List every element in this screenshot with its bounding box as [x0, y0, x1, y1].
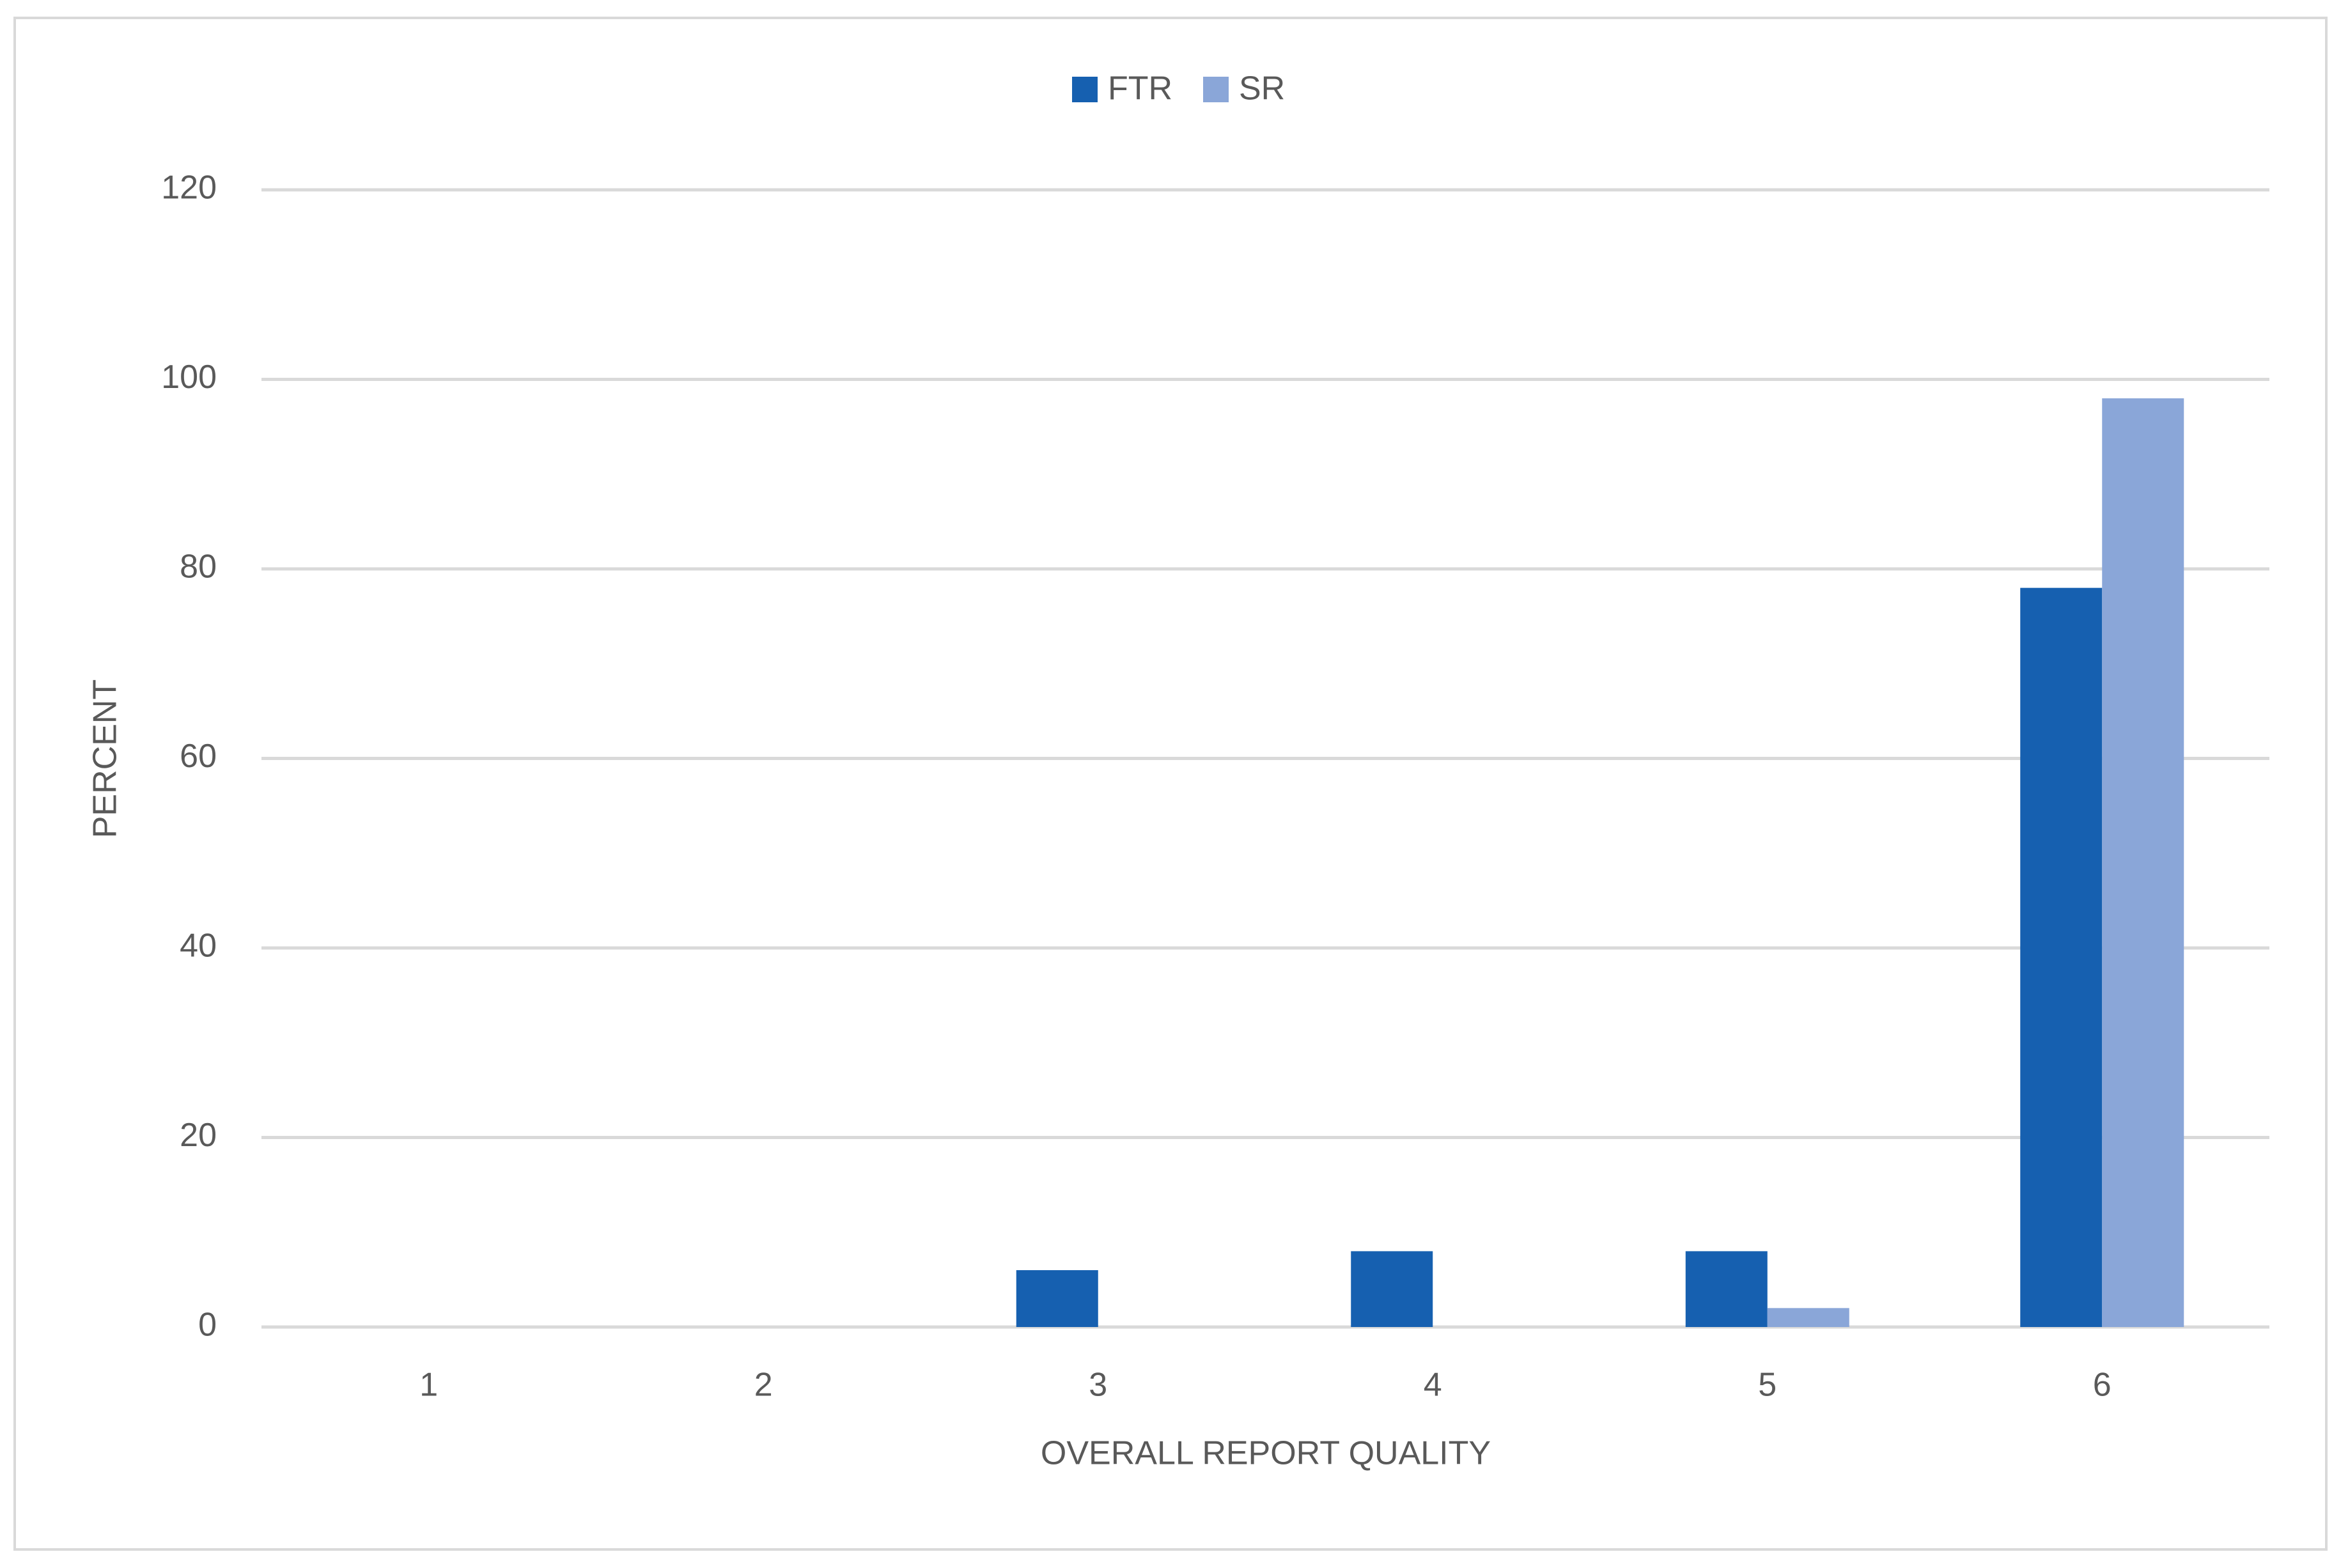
y-tick-label: 40: [180, 928, 217, 965]
y-tick-label: 120: [161, 169, 217, 206]
y-tick-label: 0: [198, 1307, 217, 1344]
x-axis-title: OVERALL REPORT QUALITY: [1041, 1435, 1491, 1472]
bar: [1767, 1308, 1849, 1327]
y-tick-label: 80: [180, 548, 217, 586]
x-tick-label: 6: [2093, 1367, 2112, 1404]
x-tick-label: 2: [754, 1367, 773, 1404]
x-tick-label: 1: [419, 1367, 438, 1404]
bar: [2102, 398, 2184, 1327]
bar: [1685, 1251, 1768, 1327]
bar: [2020, 587, 2103, 1327]
x-tick-label: 3: [1089, 1367, 1107, 1404]
chart-frame: [13, 17, 2328, 1551]
y-tick-label: 60: [180, 738, 217, 775]
legend-swatch: [1203, 77, 1229, 102]
y-tick-label: 100: [161, 359, 217, 396]
legend-label: FTR: [1108, 70, 1172, 107]
y-tick-label: 20: [180, 1117, 217, 1154]
legend-swatch: [1072, 77, 1098, 102]
bar: [1351, 1251, 1433, 1327]
legend-label: SR: [1239, 70, 1285, 107]
x-tick-label: 5: [1758, 1367, 1777, 1404]
bar: [1016, 1270, 1098, 1327]
x-tick-label: 4: [1424, 1367, 1442, 1404]
y-axis-title: PERCENT: [87, 679, 124, 838]
